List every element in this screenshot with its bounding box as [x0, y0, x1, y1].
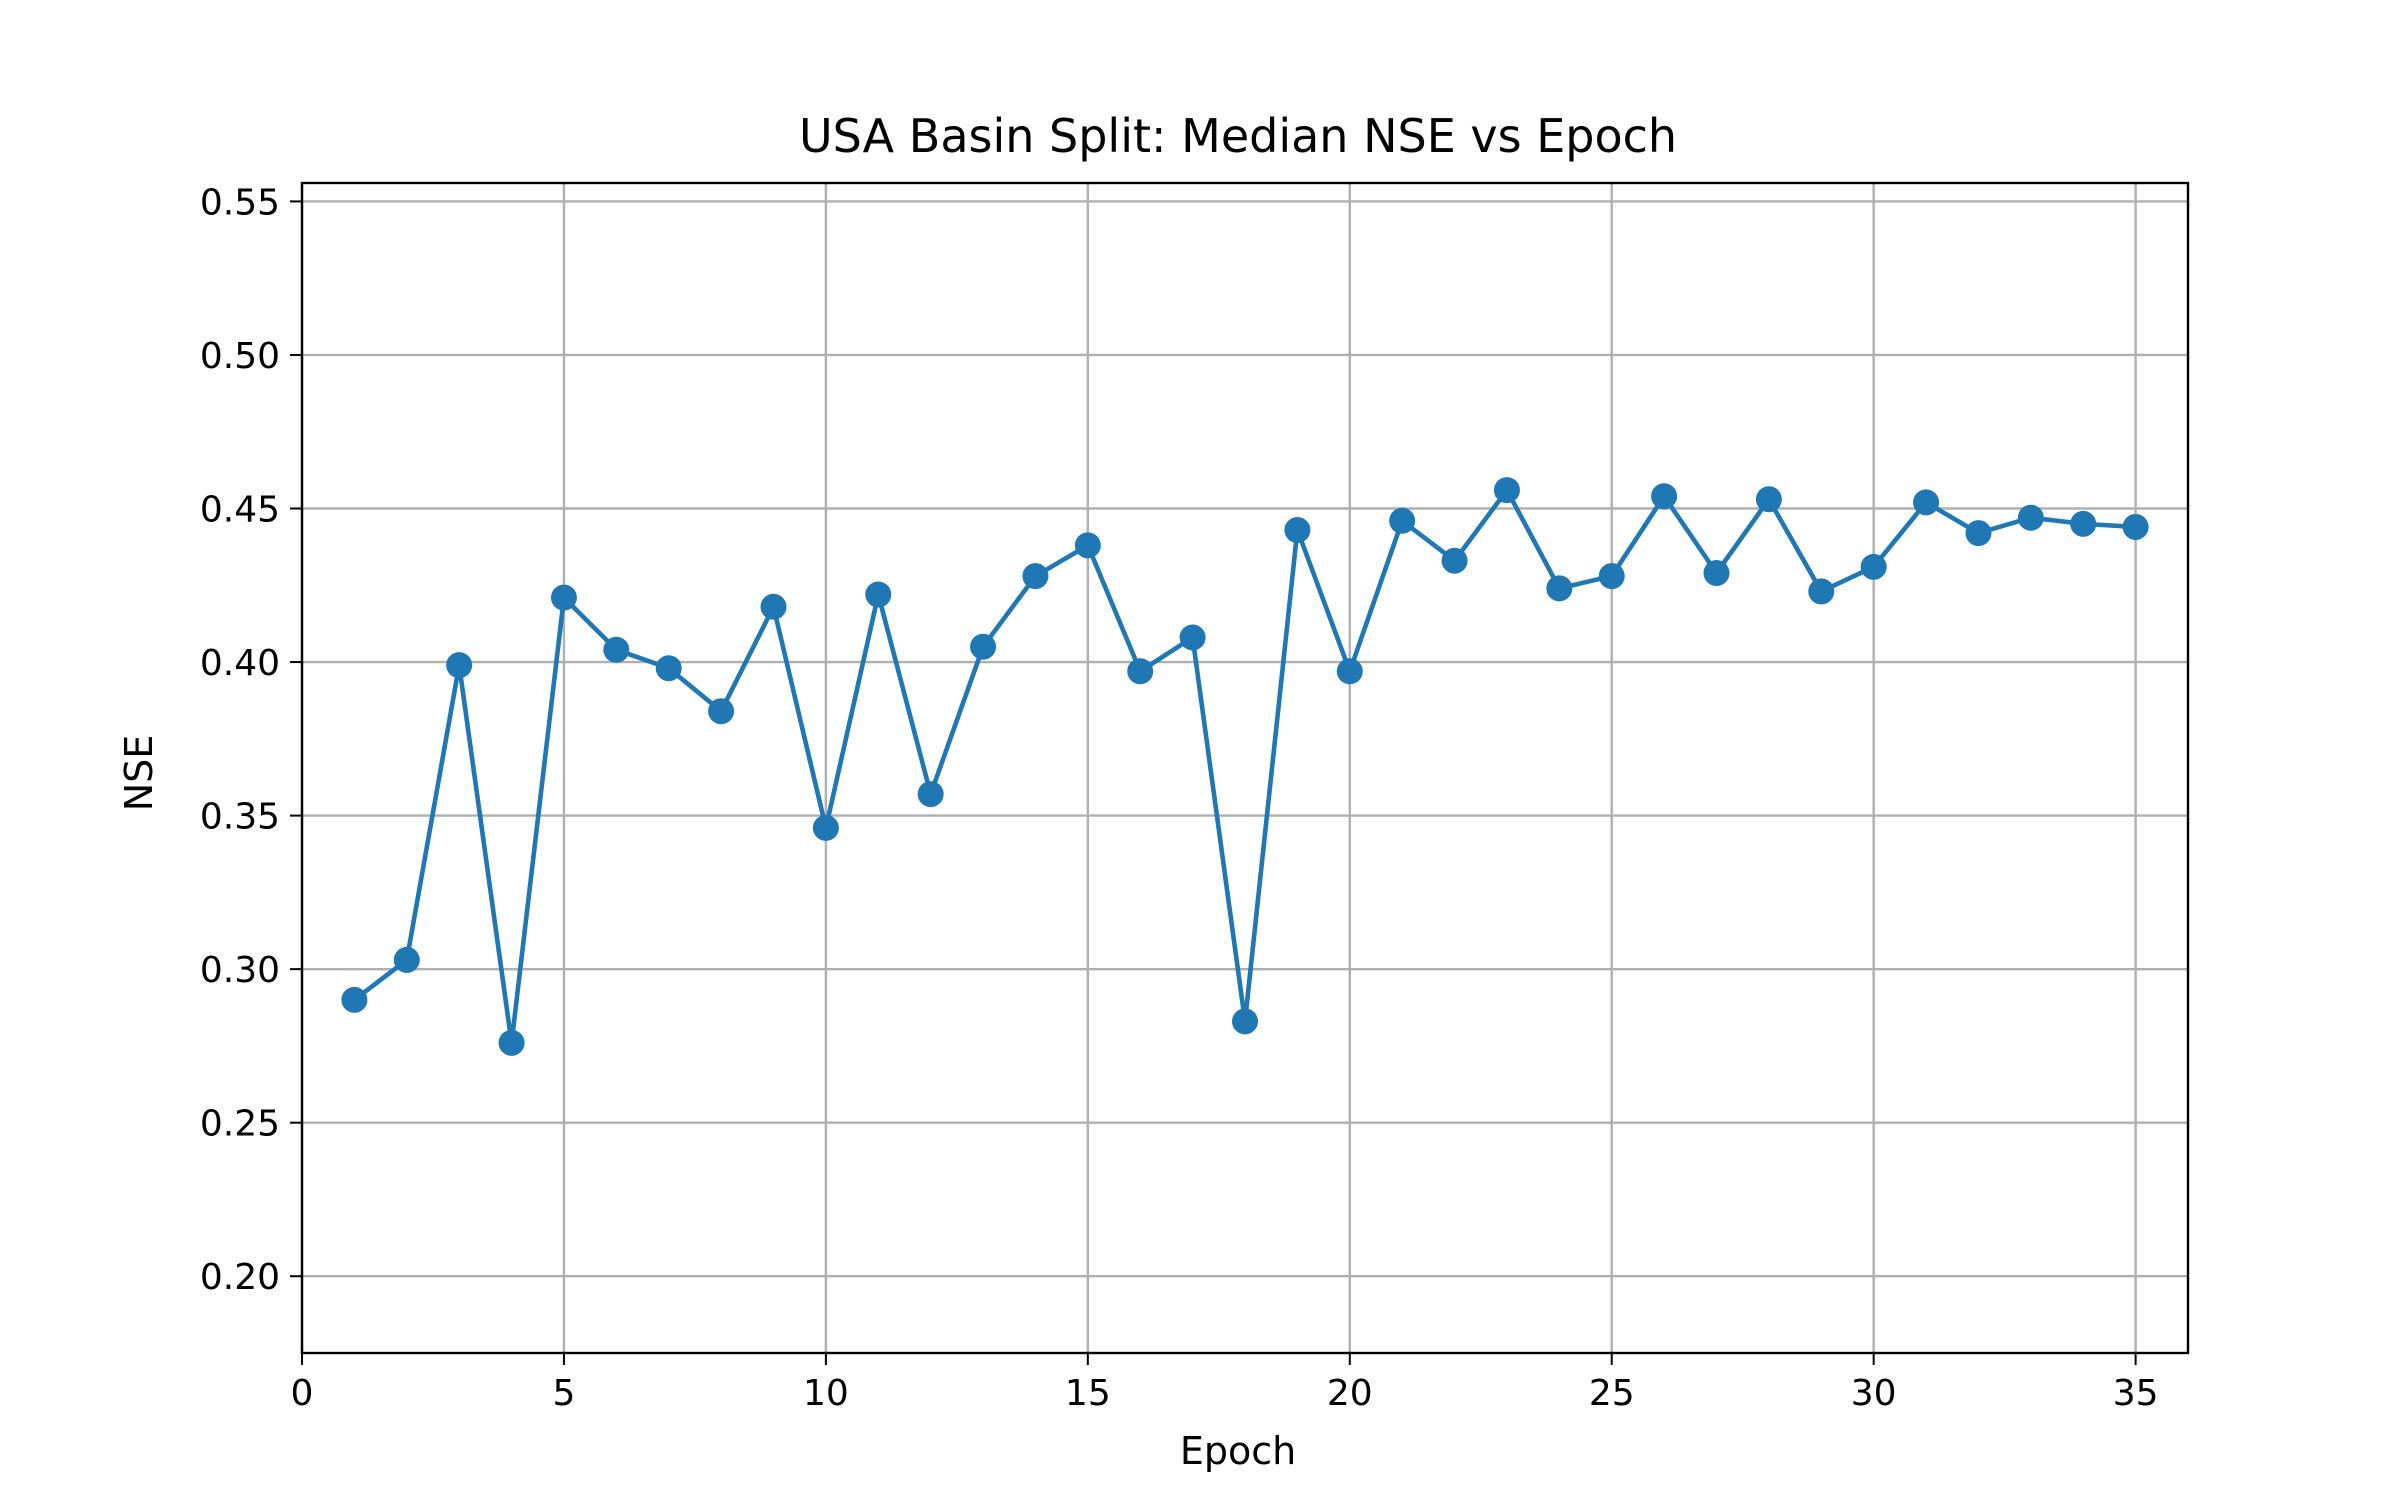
x-axis-ticks: 0 5 10 15 20 25 30 35	[291, 1353, 2159, 1414]
grid-lines	[300, 183, 2188, 1353]
x-axis-label: Epoch	[1180, 1429, 1296, 1473]
plot-frame	[300, 181, 2190, 1355]
x-tick-label: 5	[552, 1373, 575, 1414]
data-point	[917, 781, 944, 808]
data-point	[1651, 483, 1678, 510]
data-point	[1755, 486, 1782, 513]
x-tick-label: 10	[803, 1373, 849, 1414]
y-tick-label: 0.20	[200, 1257, 280, 1298]
data-point	[1546, 575, 1573, 602]
y-tick-label: 0.30	[200, 950, 280, 991]
data-point	[2122, 513, 2149, 540]
data-point	[1127, 658, 1154, 685]
chart-title: USA Basin Split: Median NSE vs Epoch	[799, 109, 1677, 163]
data-point	[812, 814, 839, 841]
data-point	[1074, 532, 1101, 559]
data-point	[1179, 624, 1206, 651]
data-point	[708, 698, 735, 725]
data-point	[1336, 658, 1363, 685]
data-point	[446, 652, 473, 679]
data-point	[603, 636, 630, 663]
y-tick-label: 0.35	[200, 797, 280, 838]
data-point	[1022, 563, 1049, 590]
data-point	[2070, 510, 2097, 537]
data-point	[1232, 1008, 1258, 1035]
data-point	[970, 633, 997, 660]
y-axis-label: NSE	[117, 735, 161, 812]
data-point	[1703, 560, 1730, 586]
x-tick-label: 15	[1065, 1373, 1111, 1414]
data-point	[341, 986, 368, 1013]
data-point	[1441, 547, 1468, 574]
x-tick-label: 20	[1327, 1373, 1373, 1414]
x-tick-label: 35	[2113, 1373, 2159, 1414]
data-point	[1598, 563, 1625, 590]
data-point	[393, 946, 420, 973]
data-point	[550, 584, 577, 611]
data-point	[865, 581, 892, 608]
data-point	[1860, 553, 1887, 580]
y-tick-label: 0.40	[200, 643, 280, 684]
data-point	[2017, 504, 2044, 531]
x-tick-label: 0	[291, 1373, 314, 1414]
series-group	[341, 477, 2149, 1056]
y-tick-label: 0.45	[200, 490, 280, 531]
y-tick-label: 0.55	[200, 182, 280, 223]
x-tick-label: 30	[1851, 1373, 1897, 1414]
data-point	[760, 593, 787, 620]
y-tick-label: 0.25	[200, 1104, 280, 1145]
data-point	[1965, 520, 1992, 547]
y-axis-ticks: 0.20 0.25 0.30 0.35 0.40 0.45 0.50 0.55	[200, 182, 302, 1298]
data-point	[655, 655, 682, 682]
data-point	[498, 1029, 525, 1056]
y-tick-label: 0.50	[200, 336, 280, 377]
x-tick-label: 25	[1589, 1373, 1635, 1414]
data-point	[1493, 477, 1520, 504]
data-point	[1808, 578, 1835, 605]
data-point	[1284, 517, 1311, 544]
data-point	[1913, 489, 1940, 516]
data-point	[1389, 507, 1416, 534]
